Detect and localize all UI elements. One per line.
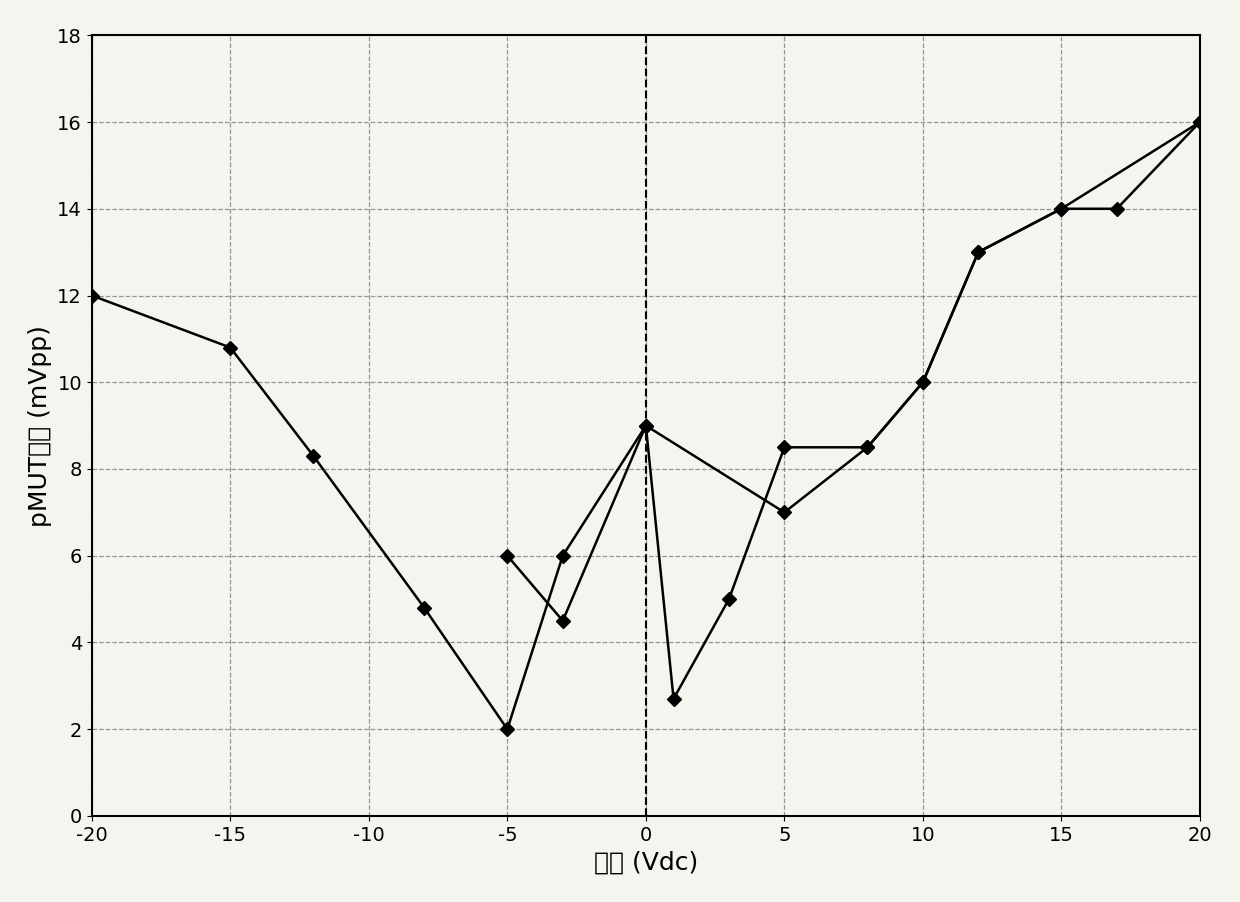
Y-axis label: pMUT接收 (mVpp): pMUT接收 (mVpp) [27, 325, 52, 527]
X-axis label: 偶压 (Vdc): 偶压 (Vdc) [594, 851, 698, 874]
